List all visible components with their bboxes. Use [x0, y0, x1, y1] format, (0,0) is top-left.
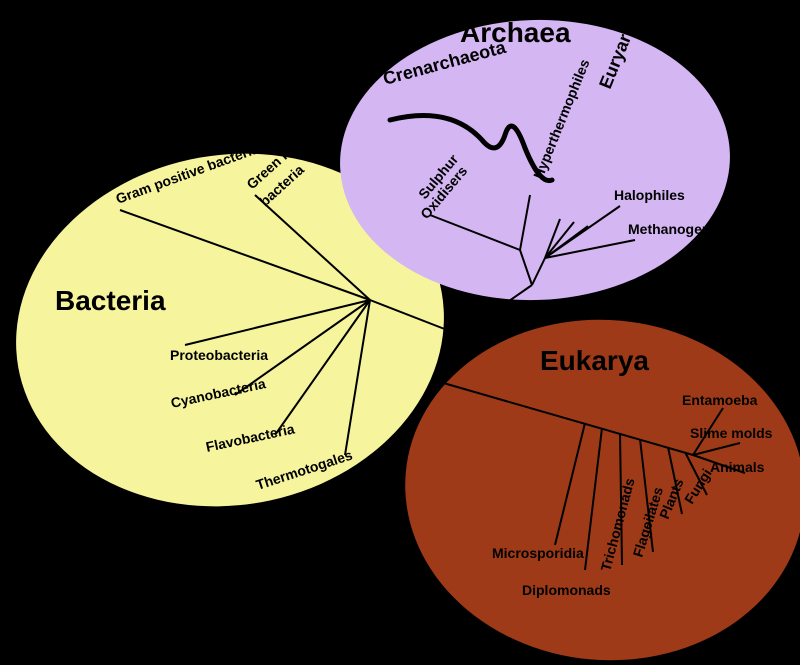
eukarya-title: Eukarya: [540, 345, 649, 376]
archaea-label-7: Halophiles: [614, 187, 685, 203]
eukarya-label-2: Slime molds: [690, 425, 773, 441]
bacteria-label-2: Proteobacteria: [170, 347, 268, 363]
eukarya-label-6: Microsporidia: [492, 545, 584, 561]
bacteria-title: Bacteria: [55, 285, 166, 316]
eukarya-label-7: Diplomonads: [522, 582, 611, 598]
eukarya-label-1: Entamoeba: [682, 392, 758, 408]
archaea-label-8: Methanogens: [628, 221, 718, 237]
eukarya-label-3: Animals: [710, 459, 765, 475]
phylogenetic-tree: BacteriaGram positive bacteriaGreen non-…: [0, 0, 800, 665]
